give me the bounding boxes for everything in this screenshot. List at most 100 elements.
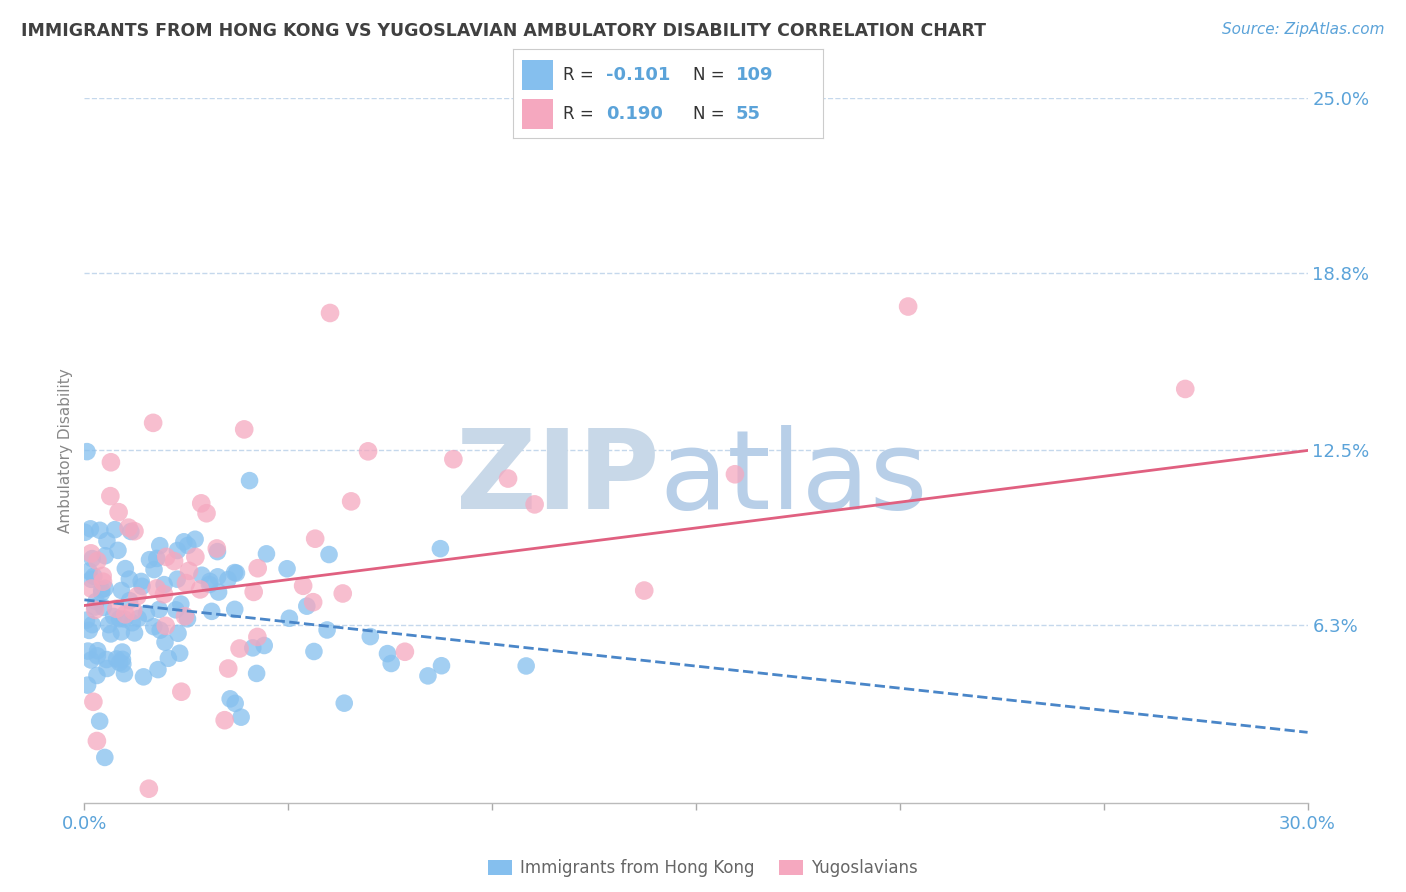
Point — [256, 547, 278, 561]
Point — [98, 489, 121, 503]
Point — [302, 644, 325, 658]
Point — [231, 710, 253, 724]
FancyBboxPatch shape — [523, 60, 554, 90]
Point — [111, 645, 134, 659]
Point — [153, 587, 176, 601]
Point — [166, 543, 188, 558]
Point — [201, 604, 224, 618]
Point — [111, 652, 134, 666]
Legend: Immigrants from Hong Kong, Yugoslavians: Immigrants from Hong Kong, Yugoslavians — [481, 853, 925, 884]
Point — [724, 467, 747, 482]
Text: -0.101: -0.101 — [606, 66, 671, 84]
Point — [394, 645, 416, 659]
Point — [441, 452, 464, 467]
Text: 55: 55 — [735, 105, 761, 123]
Point — [124, 524, 146, 539]
Point — [114, 561, 136, 575]
Point — [217, 573, 239, 587]
Point — [108, 612, 131, 626]
Point — [155, 619, 177, 633]
Point — [155, 549, 177, 564]
Point — [170, 684, 193, 698]
Point — [138, 552, 160, 566]
Point — [127, 589, 149, 603]
Point — [76, 444, 98, 458]
Point — [292, 579, 315, 593]
Point — [82, 551, 104, 566]
Point — [86, 643, 108, 657]
Point — [86, 648, 108, 663]
Point — [340, 494, 363, 508]
Point — [94, 750, 117, 764]
Point — [76, 613, 98, 627]
Point — [80, 653, 103, 667]
Point — [110, 583, 132, 598]
Point — [184, 549, 207, 564]
Point — [84, 603, 107, 617]
Point — [174, 576, 197, 591]
Point — [145, 582, 167, 596]
Point — [165, 603, 187, 617]
Point — [105, 652, 128, 666]
Text: Source: ZipAtlas.com: Source: ZipAtlas.com — [1222, 22, 1385, 37]
Text: R =: R = — [562, 66, 599, 84]
Point — [97, 617, 120, 632]
Point — [515, 659, 537, 673]
Point — [276, 562, 298, 576]
Point — [224, 566, 246, 580]
Point — [84, 594, 107, 608]
Point — [1174, 382, 1197, 396]
Point — [302, 595, 325, 609]
Point — [157, 651, 180, 665]
Point — [118, 572, 141, 586]
Point — [205, 541, 228, 556]
Point — [82, 695, 104, 709]
Point — [188, 582, 211, 597]
Point — [86, 668, 108, 682]
Point — [135, 607, 157, 621]
Point — [83, 600, 105, 615]
Point — [167, 626, 190, 640]
Point — [100, 455, 122, 469]
Point — [122, 604, 145, 618]
Point — [191, 568, 214, 582]
Point — [90, 586, 112, 600]
Point — [114, 666, 136, 681]
Point — [121, 615, 143, 630]
Point — [90, 582, 112, 597]
FancyBboxPatch shape — [523, 99, 554, 129]
Point — [177, 538, 200, 552]
Point — [94, 549, 117, 563]
Point — [177, 564, 200, 578]
Point — [198, 574, 221, 589]
Point — [80, 582, 103, 596]
Point — [96, 652, 118, 666]
Point — [246, 630, 269, 644]
Point — [242, 585, 264, 599]
Point — [184, 533, 207, 547]
Point — [114, 612, 136, 626]
Text: IMMIGRANTS FROM HONG KONG VS YUGOSLAVIAN AMBULATORY DISABILITY CORRELATION CHART: IMMIGRANTS FROM HONG KONG VS YUGOSLAVIAN… — [21, 22, 986, 40]
Point — [207, 570, 229, 584]
Point — [76, 678, 98, 692]
Point — [103, 609, 125, 624]
Point — [107, 543, 129, 558]
Point — [316, 623, 339, 637]
Point — [224, 602, 246, 616]
Point — [149, 539, 172, 553]
Text: ZIP: ZIP — [456, 425, 659, 533]
Point — [430, 658, 453, 673]
Point — [897, 300, 920, 314]
Point — [77, 564, 100, 578]
Point — [225, 566, 247, 580]
Point — [332, 586, 354, 600]
Point — [142, 416, 165, 430]
Point — [377, 647, 399, 661]
Point — [96, 533, 118, 548]
Point — [359, 630, 381, 644]
Point — [93, 600, 115, 615]
Text: atlas: atlas — [659, 425, 928, 533]
Point — [195, 506, 218, 520]
Point — [153, 577, 176, 591]
Point — [107, 505, 129, 519]
